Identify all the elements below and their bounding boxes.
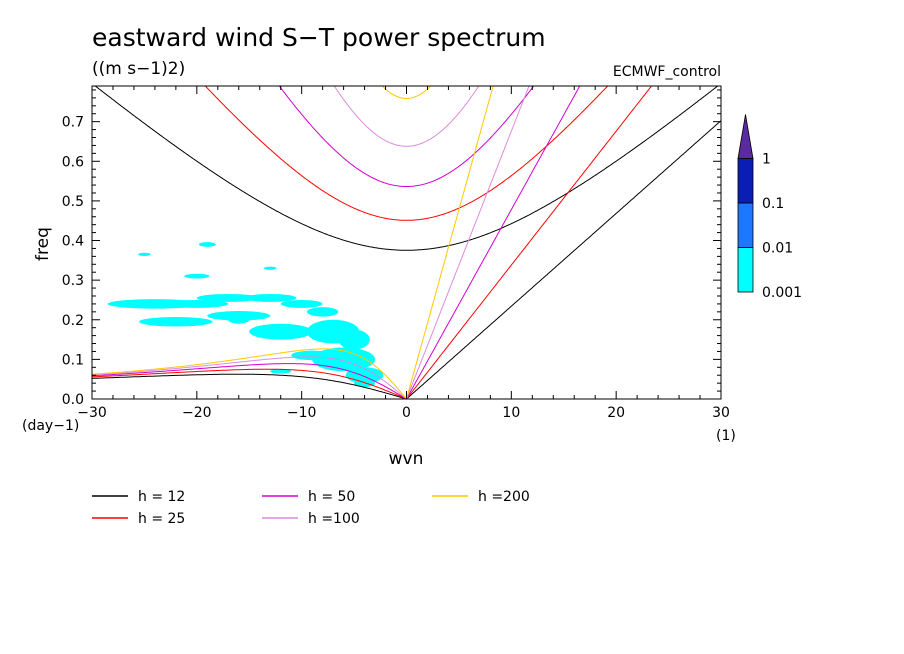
rossby-n1-curve-h12 [92,373,406,399]
rossby-n1-curve-h50 [92,363,406,399]
legend-label: h =100 [308,511,360,527]
power-patch-6 [207,311,271,321]
rossby-n1-curve-h200 [92,348,406,399]
power-patch-9 [249,323,313,340]
y-axis: 0.0 0.1 0.2 0.3 0.4 0.5 0.6 0.7 [62,89,721,408]
kelvin-curve-h25 [406,86,653,399]
x-tick-label: −20 [182,405,212,421]
chart-title: eastward wind S−T power spectrum [92,23,546,52]
colorbar: 0.001 0.01 0.1 1 [737,114,802,301]
ig-n1-curve-h200 [381,86,432,100]
colorbar-label: 1 [762,152,771,168]
y-tick-label: 0.2 [62,313,84,329]
power-patch-7 [306,307,339,317]
series-25 [92,86,653,399]
colorbar-label: 0.001 [762,285,802,301]
colorbar-segment [737,158,754,204]
power-patch-5 [139,316,213,327]
power-patch-13 [291,350,334,361]
x-unit-label: (1) [716,428,736,444]
ig-n1-curve-h25 [204,86,609,221]
power-patch-0 [138,252,151,256]
kelvin-curve-h12 [406,120,721,399]
y-unit-label: (day−1) [22,418,79,434]
power-patch-20 [263,266,277,270]
rossby-n1-curve-h25 [92,368,406,399]
ig-n1-curve-h50 [278,86,535,187]
rossby-n1-curve-h100 [92,356,406,399]
power-patch-4 [244,294,297,302]
y-tick-label: 0.1 [62,352,84,368]
y-tick-label: 0.7 [62,115,84,131]
y-tick-label: 0.3 [62,273,84,289]
x-tick-label: 0 [402,405,411,421]
series-50 [92,86,581,399]
power-patch-16 [228,315,250,324]
y-tick-label: 0.0 [62,392,84,408]
series-200 [92,86,494,399]
power-patch-15 [270,368,292,374]
x-tick-label: −30 [77,405,107,421]
y-tick-label: 0.6 [62,154,84,170]
series-100 [92,86,530,399]
y-tick-label: 0.5 [62,194,84,210]
power-patch-3 [196,294,260,302]
legend-label: h = 50 [308,489,355,505]
x-axis: −30 −20 −10 0 10 20 30 [77,86,730,421]
power-patch-8 [280,299,323,308]
colorbar-segment [737,202,754,248]
colorbar-label: 0.1 [762,196,784,212]
power-patch-2 [165,299,229,308]
y-axis-title: freq [33,227,53,261]
x-axis-title: wvn [389,449,424,469]
chart-subtitle: ((m s−1)2) [92,59,185,79]
dispersion-curves [92,86,721,399]
series-12 [92,86,721,399]
legend-label: h = 25 [138,511,185,527]
y-tick-label: 0.4 [62,234,84,250]
power-patch-11 [338,329,370,350]
colorbar-arrow [737,114,754,159]
x-tick-label: −10 [287,405,317,421]
power-patch-19 [184,273,210,279]
ig-n1-curve-h100 [333,86,480,147]
ig-n1-curve-h12 [94,86,719,251]
kelvin-curve-h200 [406,86,494,399]
power-patch-18 [198,242,216,247]
kelvin-curve-h100 [406,86,530,399]
plot-frame [91,85,722,400]
x-tick-label: 30 [712,405,730,421]
kelvin-curve-h50 [406,86,581,399]
legend-label: h =200 [478,489,530,505]
x-tick-label: 20 [607,405,625,421]
x-tick-label: 10 [502,405,520,421]
source-label: ECMWF_control [613,64,721,80]
legend-label: h = 12 [138,489,185,505]
colorbar-label: 0.01 [762,241,793,257]
legend: h = 12 h = 25 h = 50 h =100 h =200 [92,489,530,527]
colorbar-segment [737,247,754,293]
